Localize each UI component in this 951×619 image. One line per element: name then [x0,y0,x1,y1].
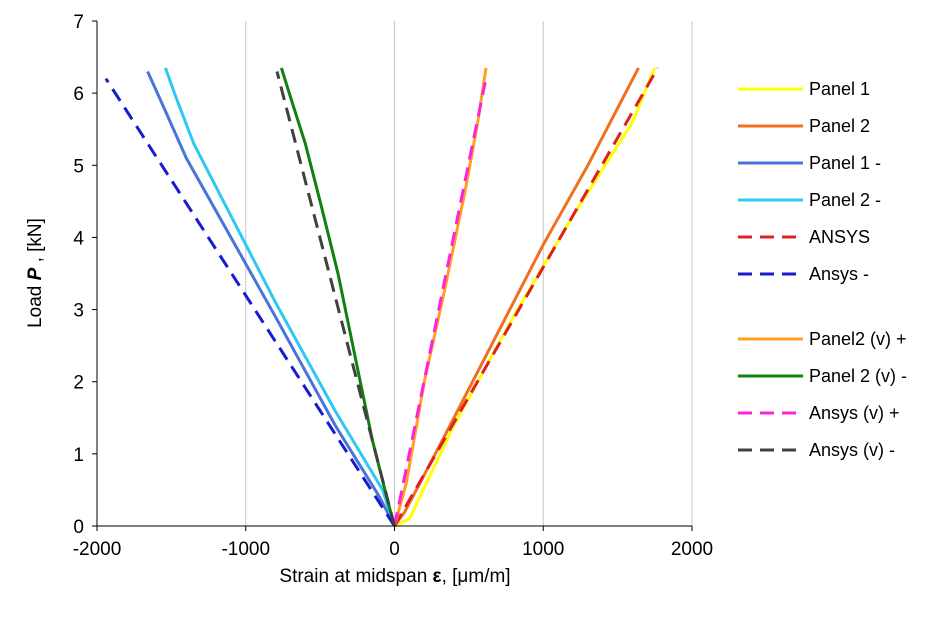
legend-label: Panel 1 - [809,153,881,173]
x-tick-label: 0 [389,539,400,560]
series-line [393,67,640,527]
y-tick-label: 5 [73,156,84,177]
x-tick-label: -1000 [221,539,270,560]
legend-label: Panel2 (v) + [809,329,907,349]
x-axis-title-suffix: , [μm/m] [442,566,511,587]
series-line [146,70,396,527]
y-axis-title-prefix: Load [25,280,46,328]
legend-label: Panel 2 (v) - [809,366,907,386]
legend-label: Ansys (v) - [809,440,895,460]
y-tick-label: 1 [73,445,84,466]
y-tick-label: 0 [73,517,84,538]
legend: Panel 1 Panel 2 Panel 1 - Panel 2 - ANSYS Ans… [738,79,907,460]
x-axis-title-prefix: Strain at midspan [279,566,432,587]
y-axis-title: Load P , [kN] [25,218,46,328]
series-line [275,71,396,527]
y-tick-label: 6 [73,84,84,105]
series-line [393,67,657,528]
legend-label: Ansys - [809,264,869,284]
x-axis-title-symbol: ε [433,566,442,587]
axes [92,20,693,531]
x-tick-label: 2000 [671,539,713,560]
series-line [393,67,660,527]
y-tick-label: 2 [73,373,84,394]
series-line [163,67,396,527]
legend-label: Panel 1 [809,79,870,99]
y-tick-label: 4 [73,228,84,249]
series-line [104,77,396,527]
series-line [393,67,488,527]
x-tick-label: -2000 [73,539,122,560]
y-tick-label: 7 [73,12,84,33]
x-axis-title: Strain at midspan ε, [μm/m] [279,566,510,587]
y-axis-title-suffix: , [kN] [25,218,46,268]
grid [245,21,693,526]
tick-labels: -2000 -1000 0 1000 2000 0 1 2 3 4 5 6 7 [73,12,713,560]
legend-label: Panel 2 [809,116,870,136]
legend-label: Panel 2 - [809,190,881,210]
legend-label: ANSYS [809,227,870,247]
x-tick-label: 1000 [522,539,564,560]
legend-label: Ansys (v) + [809,403,900,423]
y-tick-label: 3 [73,301,84,322]
y-axis-title-symbol: P [25,267,46,280]
series-line [393,81,487,527]
series-lines [104,67,660,528]
